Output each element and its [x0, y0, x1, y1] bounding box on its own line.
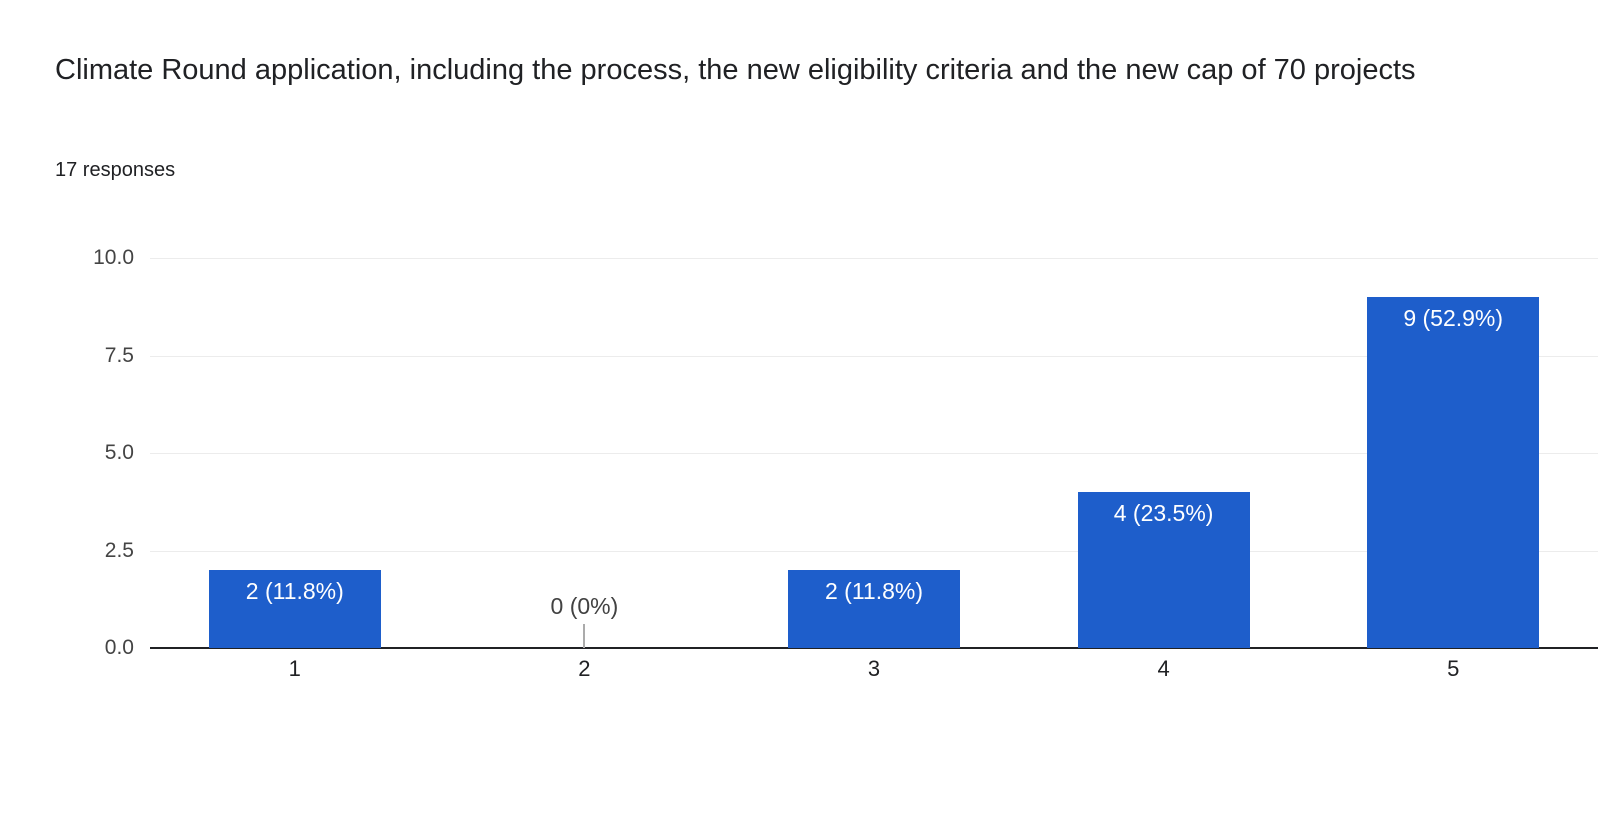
- y-axis-tick-label: 2.5: [104, 538, 134, 562]
- x-axis-tick-label: 2: [578, 656, 591, 681]
- x-axis-tick-label: 4: [1157, 656, 1170, 681]
- x-axis-tick-label: 3: [867, 656, 881, 681]
- bar-value-label: 2 (11.8%): [824, 578, 923, 604]
- bar-category-4[interactable]: 4 (23.5%): [1077, 492, 1250, 648]
- y-axis-tick-label: 10.0: [93, 246, 134, 269]
- x-axis-tick-label: 1: [288, 656, 301, 681]
- gridline: [150, 453, 1598, 454]
- gridline: [150, 355, 1598, 357]
- gridline: [150, 258, 1598, 259]
- zero-value-tick: [583, 624, 586, 648]
- bar-value-label: 2 (11.8%): [245, 578, 344, 604]
- zero-value-label: 0 (0%): [550, 593, 619, 619]
- bar-category-3[interactable]: 2 (11.8%): [788, 570, 960, 648]
- bar-value-label: 4 (23.5%): [1113, 500, 1214, 526]
- bar-value-label: 9 (52.9%): [1403, 305, 1504, 331]
- y-axis-tick-label: 5.0: [104, 441, 134, 464]
- y-axis: 0.0 2.5 5.0 7.5 10.0: [0, 246, 134, 659]
- x-axis: 1 2 3 4 5: [150, 648, 1598, 692]
- x-axis-line: [150, 647, 1598, 649]
- y-axis-tick-label: 0.0: [104, 636, 134, 659]
- question-title: Climate Round application, including the…: [55, 54, 1416, 86]
- y-axis-tick-label: 7.5: [104, 343, 134, 367]
- bar-category-5[interactable]: 9 (52.9%): [1367, 297, 1540, 648]
- responses-count: 17 responses: [55, 159, 176, 181]
- gridline: [150, 550, 1598, 552]
- plot-area: 2 (11.8%) 0 (0%) 2 (11.8%) 4 (23.5%) 9 (52.9…: [150, 258, 1598, 649]
- bar-category-1[interactable]: 2 (11.8%): [208, 570, 381, 648]
- x-axis-tick-label: 5: [1447, 656, 1460, 681]
